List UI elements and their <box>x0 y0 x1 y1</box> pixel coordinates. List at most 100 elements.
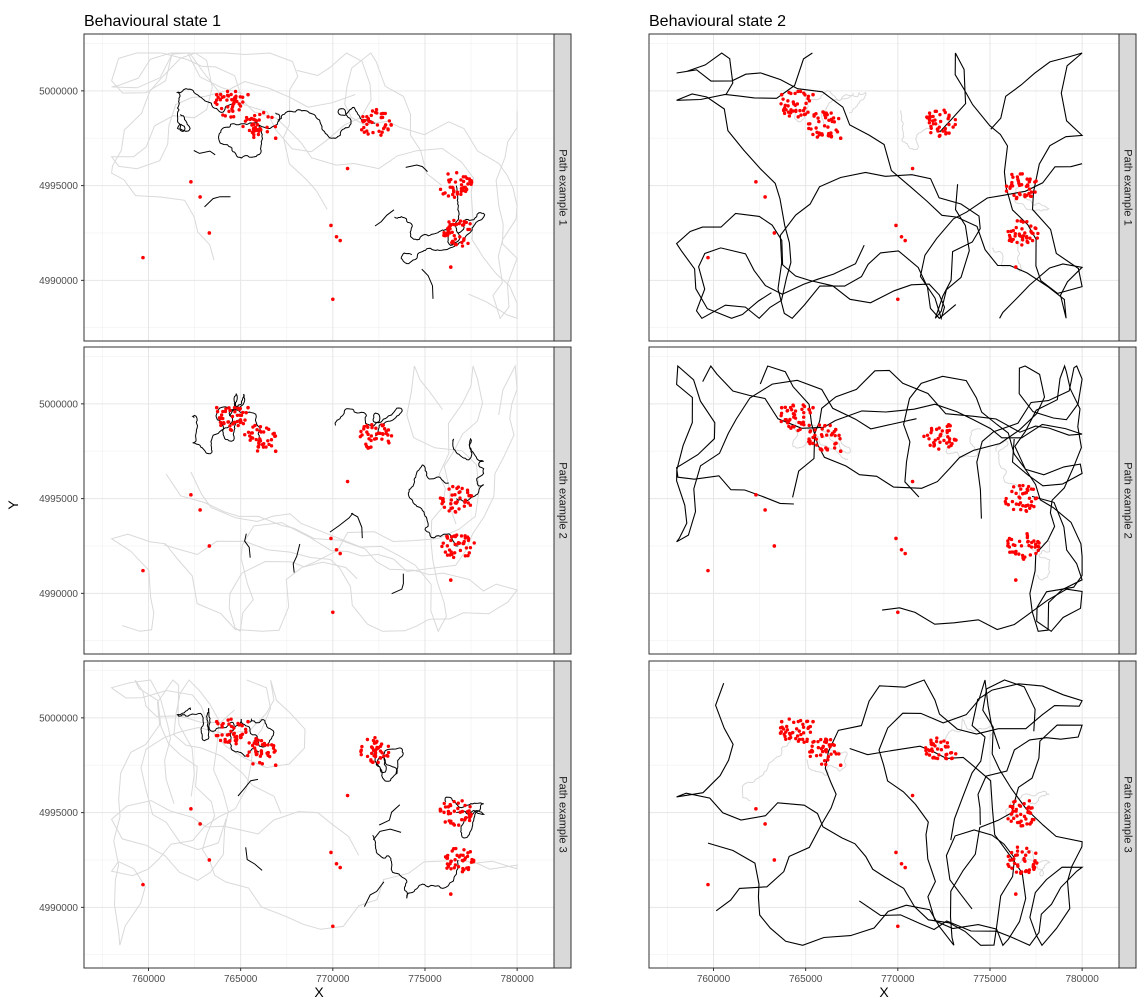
location-point <box>1027 850 1031 854</box>
location-point <box>938 112 942 117</box>
location-point <box>939 748 944 752</box>
location-point <box>221 421 226 425</box>
y-tick-label: 4995000 <box>39 808 78 819</box>
location-point <box>1037 545 1041 549</box>
location-point <box>950 442 954 446</box>
location-point <box>1009 183 1014 187</box>
location-point <box>1023 853 1028 857</box>
location-point <box>947 445 951 449</box>
x-axis-title: X <box>314 984 324 1000</box>
location-point <box>331 610 335 615</box>
location-point <box>796 89 800 94</box>
location-point <box>811 92 815 97</box>
location-point <box>338 551 342 556</box>
location-point <box>1004 184 1009 188</box>
location-point <box>239 735 243 739</box>
location-point <box>1009 850 1014 855</box>
location-point <box>462 541 466 546</box>
location-point <box>811 132 815 137</box>
location-point <box>235 419 239 424</box>
location-point <box>787 736 792 741</box>
y-tick-label: 4995000 <box>39 181 78 192</box>
location-point <box>460 818 464 822</box>
location-point <box>365 754 370 759</box>
location-point <box>451 847 456 851</box>
location-point <box>446 194 451 198</box>
location-point <box>794 727 799 731</box>
location-point <box>896 610 900 615</box>
state-path <box>329 512 354 533</box>
location-point <box>805 737 809 742</box>
location-point <box>951 125 955 129</box>
location-point <box>244 115 249 120</box>
facet-strip <box>1118 346 1137 655</box>
location-point <box>266 743 270 747</box>
location-point <box>784 724 789 729</box>
location-point <box>822 124 827 128</box>
location-point <box>806 110 810 114</box>
background-path <box>163 473 518 632</box>
location-point <box>218 98 223 102</box>
location-point <box>458 496 462 500</box>
state-path <box>882 375 1083 633</box>
location-point <box>466 241 470 246</box>
location-point <box>1030 540 1034 545</box>
location-point <box>811 435 815 440</box>
location-point <box>821 744 825 749</box>
location-point <box>389 123 393 127</box>
location-point <box>198 508 202 512</box>
location-point <box>449 502 453 506</box>
location-point <box>466 851 470 855</box>
location-point <box>255 427 259 432</box>
location-point <box>944 132 948 136</box>
location-point <box>1017 552 1021 556</box>
state-path <box>707 724 1083 946</box>
location-point <box>334 861 339 866</box>
panel-background <box>84 661 554 968</box>
location-point <box>830 119 834 124</box>
location-point <box>790 730 795 735</box>
location-point <box>367 119 372 124</box>
location-point <box>1032 504 1036 509</box>
location-point <box>1021 557 1026 561</box>
location-point <box>1007 545 1012 549</box>
location-point <box>899 234 904 239</box>
location-point <box>227 109 231 114</box>
location-point <box>365 115 369 119</box>
location-point <box>811 405 815 410</box>
location-point <box>447 220 451 224</box>
facet-label: Path example 2 <box>557 462 569 538</box>
location-point <box>791 411 796 416</box>
location-point <box>371 130 375 135</box>
location-point <box>1027 799 1032 803</box>
location-point <box>461 179 466 184</box>
location-point <box>834 128 838 132</box>
location-point <box>1020 243 1024 247</box>
location-point <box>236 721 240 726</box>
location-point <box>207 231 212 235</box>
location-point <box>836 116 841 121</box>
location-point <box>1031 487 1036 491</box>
location-point <box>241 124 245 129</box>
location-point <box>251 425 255 429</box>
x-tick-label: 765000 <box>224 974 258 985</box>
chart-column-2: Behavioural state 2 Path example 1 Path ex… <box>648 13 1137 1000</box>
location-point <box>1035 496 1039 500</box>
location-point <box>814 126 818 130</box>
background-path <box>1005 790 1051 818</box>
location-point <box>1029 190 1034 194</box>
location-point <box>441 499 446 504</box>
location-point <box>801 403 805 407</box>
location-point <box>223 409 228 414</box>
location-point <box>453 551 457 555</box>
location-point <box>380 423 385 428</box>
location-point <box>937 426 941 430</box>
location-point <box>894 223 898 228</box>
y-tick-label: 4995000 <box>39 494 78 505</box>
location-point <box>365 430 369 434</box>
location-point <box>787 424 791 429</box>
location-point <box>1021 483 1025 488</box>
location-point <box>468 805 472 809</box>
location-point <box>452 866 456 870</box>
location-point <box>1028 553 1033 557</box>
